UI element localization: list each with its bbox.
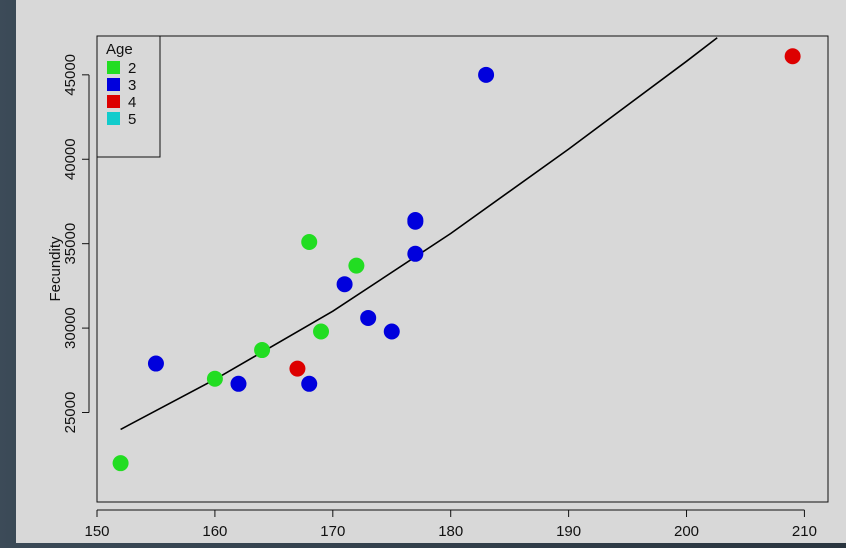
scatter-chart: 150 160 170 180 190 200 210 25000 30000 35000 4000… [47,35,829,540]
y-axis-label: Fecundity [47,236,64,302]
x-tick-label: 150 [84,523,109,540]
y-tick-label: 25000 [62,392,79,434]
y-tick-label: 45000 [62,54,79,96]
data-point-age-3 [383,323,400,340]
data-point-age-2 [313,323,330,340]
legend-label: 2 [128,60,136,77]
plot-frame [96,35,829,503]
data-point-age-3 [360,309,377,326]
data-point-age-3 [336,276,353,293]
x-tick-label: 190 [556,523,581,540]
x-tick-label: 170 [320,523,345,540]
data-point-age-3 [301,375,318,392]
legend-label: 5 [128,111,136,128]
legend-swatch [107,61,120,74]
legend-swatch [107,112,120,125]
x-tick-label: 160 [202,523,227,540]
y-tick-label: 40000 [62,138,79,180]
data-point-age-2 [206,370,223,387]
legend-swatch [107,78,120,91]
data-point-age-2 [348,257,365,274]
chart-panel: 150 160 170 180 190 200 210 25000 30000 35000 4000… [16,0,846,543]
y-tick-label: 35000 [62,223,79,265]
x-tick-label: 210 [792,523,817,540]
data-point-age-2 [301,233,318,250]
data-point-age-3 [478,66,495,83]
y-tick-label: 30000 [62,307,79,349]
legend-label: 4 [128,94,136,111]
legend-label: 3 [128,77,136,94]
data-point-age-2 [112,455,129,472]
x-tick-label: 180 [438,523,463,540]
x-tick-label: 200 [674,523,699,540]
data-point-age-2 [254,342,271,359]
data-point-age-3 [147,355,164,372]
data-point-age-4 [784,48,801,65]
data-point-age-3 [407,212,424,229]
data-points [112,48,801,472]
legend-title: Age [106,41,133,58]
data-point-age-4 [289,360,306,377]
fit-line [120,37,718,431]
axes: 150 160 170 180 190 200 210 25000 30000 35000 4000… [62,54,817,540]
data-point-age-3 [230,375,247,392]
data-point-age-3 [407,245,424,262]
legend-swatch [107,95,120,108]
